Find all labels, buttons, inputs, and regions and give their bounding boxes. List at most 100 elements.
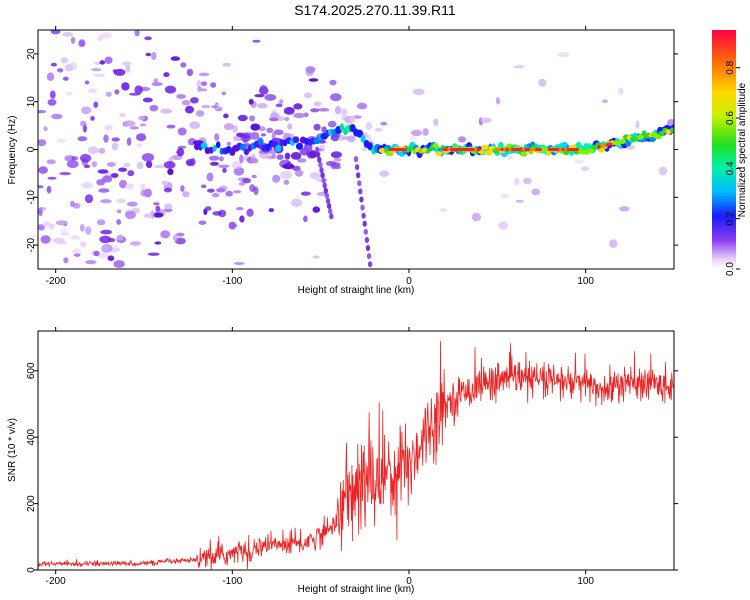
spectrogram-blob xyxy=(312,255,320,259)
spectrogram-blob xyxy=(318,108,330,112)
spectrogram-blob xyxy=(101,243,113,253)
spectrogram-blob xyxy=(283,107,295,115)
spectrogram-blob xyxy=(116,198,127,203)
spectrogram-blob xyxy=(134,30,140,37)
spectrogram-blob xyxy=(70,235,80,240)
spectrogram-blob xyxy=(201,104,211,109)
snr-panel: -200 -100 0 100 0 200 400 600 Height of straig… xyxy=(7,327,678,595)
spectrogram-blob xyxy=(90,116,95,121)
spectrogram-blob xyxy=(153,165,166,169)
spectrogram-blob xyxy=(105,91,112,97)
spectrogram-blob xyxy=(84,194,94,204)
spectrogram-blob xyxy=(160,230,171,239)
spectrogram-blob xyxy=(116,219,122,225)
spectrogram-blob xyxy=(180,62,187,68)
spectrogram-blob xyxy=(619,206,630,212)
spectrogram-blob xyxy=(252,158,259,164)
spectrogram-streak xyxy=(362,220,367,227)
spectrogram-blob xyxy=(350,115,357,123)
colorbar-tick-label: 0.6 xyxy=(725,111,736,125)
spectrogram-streak xyxy=(319,167,324,174)
spectrogram-blob xyxy=(102,175,113,183)
spectrogram-blob xyxy=(166,124,176,129)
spectrogram-blob xyxy=(312,206,321,213)
spectrogram-blob xyxy=(236,207,244,211)
trace-segment xyxy=(292,136,300,144)
spectrogram-blob xyxy=(206,172,214,182)
spectrogram-y-label: Frequency (Hz) xyxy=(7,116,18,185)
spectrogram-blob xyxy=(47,99,57,106)
spectrogram-blob xyxy=(114,89,120,95)
spectrogram-blob xyxy=(223,123,234,131)
spectrogram-blob xyxy=(272,174,281,183)
spectrogram-blob xyxy=(144,36,153,41)
spectrogram-blob xyxy=(309,172,321,180)
spectrogram-blob xyxy=(411,129,423,137)
spectrogram-blob xyxy=(310,108,320,113)
spectrogram-blob xyxy=(55,220,68,226)
spectrogram-x-ticks: -200 -100 0 100 xyxy=(46,26,594,287)
spectrogram-blob xyxy=(99,60,106,65)
spectrogram-blob xyxy=(153,78,159,84)
spectrogram-blob xyxy=(176,232,185,237)
spectrogram-blob xyxy=(91,161,98,168)
spectrogram-blob xyxy=(154,241,162,245)
colorbar-tick-label: 0.8 xyxy=(725,60,736,74)
spectrogram-blob xyxy=(85,260,97,265)
spectrogram-streak xyxy=(326,203,332,210)
spectrogram-blob xyxy=(422,128,429,136)
spectrogram-blob xyxy=(212,192,220,198)
spectrogram-blob xyxy=(280,170,292,180)
spectrogram-blob xyxy=(38,166,48,174)
x-tick-label: 0 xyxy=(406,276,412,287)
trace-segment xyxy=(367,142,373,151)
spectrogram-blob xyxy=(104,56,113,64)
spectrogram-blob xyxy=(293,112,306,119)
spectrogram-blob xyxy=(246,208,254,217)
spectrogram-blob xyxy=(80,120,87,127)
spectrogram-blob xyxy=(126,137,132,146)
spectrogram-blob xyxy=(98,188,110,193)
spectrogram-blob xyxy=(119,112,127,118)
spectrogram-blob xyxy=(121,82,130,91)
x-tick-label: -200 xyxy=(46,276,66,287)
trace-segment xyxy=(407,145,414,151)
colorbar-ticks: 0.0 0.2 0.4 0.6 0.8 xyxy=(725,60,740,276)
spectrogram-blob xyxy=(200,88,208,92)
spectrogram-blob xyxy=(635,120,640,129)
spectrogram-blob xyxy=(380,121,388,126)
spectrogram-blob xyxy=(164,208,173,213)
spectrogram-blob xyxy=(181,99,191,106)
spectrogram-blob xyxy=(83,164,91,169)
spectrogram-blob xyxy=(291,198,302,207)
spectrogram-blob xyxy=(123,120,136,127)
spectrogram-blobs xyxy=(38,30,674,268)
trace-segment xyxy=(619,138,626,144)
spectrogram-blob xyxy=(125,183,134,190)
spectrogram-blob xyxy=(334,105,342,115)
spectrogram-blob xyxy=(62,32,74,37)
spectrogram-blob xyxy=(80,153,92,163)
spectrogram-blob xyxy=(70,36,76,44)
spectrogram-streak xyxy=(321,177,326,184)
spectrogram-blob xyxy=(205,206,212,211)
spectrogram-blob xyxy=(66,160,79,169)
trace-segment xyxy=(240,143,246,151)
spectrogram-blob xyxy=(480,117,492,123)
spectrogram-blob xyxy=(498,221,509,230)
spectrogram-blob xyxy=(145,160,153,169)
spectrogram-blob xyxy=(172,234,178,242)
spectrogram-blob xyxy=(211,105,218,109)
spectrogram-blob xyxy=(249,184,256,193)
spectrogram-blob xyxy=(515,199,524,203)
spectrogram-blob xyxy=(308,78,319,82)
trace-segment xyxy=(432,142,439,149)
spectrogram-blob xyxy=(658,166,668,176)
spectrogram-blob xyxy=(283,179,290,185)
spectrogram-blob xyxy=(276,154,284,161)
spectrogram-blob xyxy=(116,234,124,241)
spectrogram-blob xyxy=(236,132,245,137)
spectrogram-blob xyxy=(110,173,119,178)
spectrogram-blob xyxy=(125,64,131,73)
spectrogram-blob xyxy=(361,147,368,152)
